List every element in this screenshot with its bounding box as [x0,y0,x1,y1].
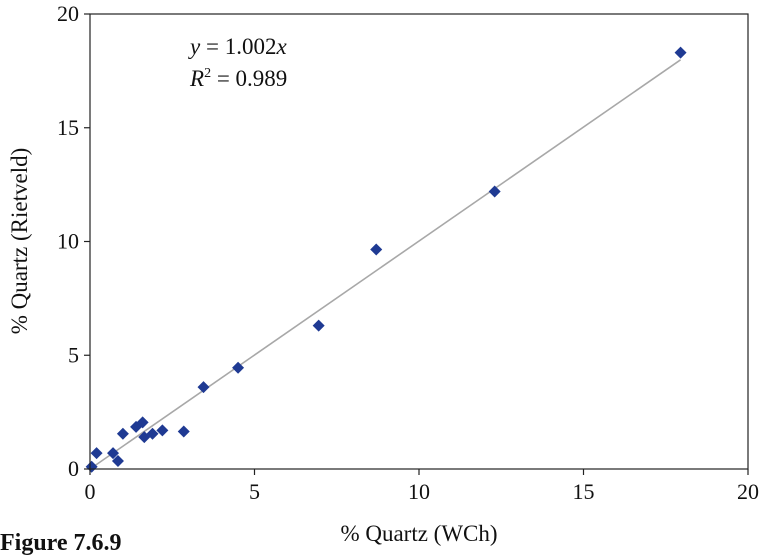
data-point [674,46,687,59]
data-point [232,361,245,374]
y-axis-ticks: 0 5 10 15 20 [57,1,90,481]
data-points-layer [85,46,687,473]
data-point [107,447,120,460]
x-tick-label: 15 [573,479,595,504]
r-squared-variable: R [189,66,204,91]
data-point [197,381,210,394]
data-point [370,243,383,256]
equation-x-variable: x [275,34,287,59]
data-point [177,425,190,438]
data-point [488,185,501,198]
data-point [136,416,149,429]
x-tick-label: 0 [85,479,96,504]
figure-caption: Figure 7.6.9 [0,531,122,555]
data-point [111,455,124,468]
trendline-layer [89,59,682,470]
x-tick-label: 5 [249,479,260,504]
x-tick-label: 20 [737,479,759,504]
equation-y-variable: y [188,34,201,59]
data-point [85,460,98,473]
y-axis-label: % Quartz (Rietveld) [7,148,32,334]
y-tick-label: 10 [57,229,79,254]
data-point [116,427,129,440]
y-tick-label: 0 [68,456,79,481]
y-tick-label: 5 [68,342,79,367]
data-point [90,447,103,460]
data-point [312,319,325,332]
x-axis-label: % Quartz (WCh) [340,521,497,546]
r-squared-value: = 0.989 [211,66,287,91]
equation-coefficient: = 1.002 [200,34,276,59]
data-point [156,424,169,437]
y-tick-label: 20 [57,1,79,26]
x-tick-label: 10 [408,479,430,504]
regression-equation: y = 1.002x [188,34,287,59]
data-point [146,427,159,440]
r-squared-superscript: 2 [204,66,211,81]
x-axis-ticks: 0 5 10 15 20 [85,469,759,504]
r-squared-label: R2 = 0.989 [189,66,287,91]
y-tick-label: 15 [57,115,79,140]
trendline [89,59,682,470]
